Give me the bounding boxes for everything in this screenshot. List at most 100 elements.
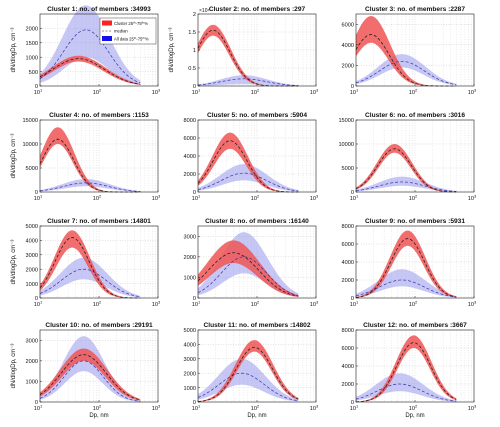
subplot-12: 0 2000 4000 6000 8000 101 102 103 Cluster 12: no… [342,322,477,419]
y-tick-label: 2000 [184,172,196,178]
legend-median-label: median [114,29,128,34]
subplot-6: 0 5000 10000 15000 101 102 103 Cluster 6: no. o… [338,112,477,202]
cluster-band [40,230,141,298]
y-tick-label: 0 [351,400,354,406]
subplot-title: Cluster 10: no. of members :29191 [45,322,153,329]
x-tick-label: 102 [93,404,102,413]
x-tick-label: 102 [251,194,260,203]
y-tick-label: 1000 [26,380,38,386]
cluster-median-line [197,140,299,193]
y-tick-label: 0 [193,296,196,302]
y-tick-label: 0 [35,84,38,90]
y-tick-label: 0 [193,400,196,406]
x-tick-label: 103 [468,194,477,203]
x-tick-label: 102 [93,194,102,203]
x-tick-label: 103 [468,404,477,413]
all-data-band [198,164,299,192]
x-tick-label: 103 [152,300,161,309]
y-axis-label: dN/dlogDp, cm⁻³ [11,344,17,389]
cluster-band [40,127,141,192]
y-tick-label: 500 [29,70,38,76]
all-data-median-line [39,268,141,298]
all-data-band [356,373,457,402]
y-tick-label: 0 [193,84,196,90]
y-tick-label: 6000 [342,22,354,28]
legend-all-swatch [102,36,112,41]
y-tick-label: 3000 [26,338,38,344]
y-tick-label: 4000 [26,239,38,245]
y-tick-label: 4000 [342,364,354,370]
y-tick-label: 0 [351,190,354,196]
subplot-title: Cluster 9: no. of members :5931 [365,218,465,225]
x-tick-label: 101 [192,404,201,413]
y-tick-label: 0 [35,400,38,406]
cluster-median-line [39,58,141,85]
x-tick-label: 102 [251,300,260,309]
y-axis-label: dN/dlogDp, cm⁻³ [11,240,17,285]
subplot-11: 0 1000 2000 3000 4000 5000 101 102 103 Cluster 11… [184,322,319,419]
y-tick-label: 3000 [26,253,38,259]
y-tick-label: 0 [351,84,354,90]
cluster-band [198,24,299,86]
x-tick-label: 101 [350,194,359,203]
y-tick-label: 0 [35,296,38,302]
x-tick-label: 103 [310,300,319,309]
all-data-median-line [197,172,299,192]
cluster-band [356,16,457,87]
subplot-title: Cluster 8: no. of members :16140 [205,218,309,225]
x-tick-label: 101 [192,300,201,309]
y-tick-label: 2000 [26,27,38,33]
x-tick-label: 103 [310,88,319,97]
y-tick-label: 4000 [342,260,354,266]
y-axis-label: dN/dlogDp, cm⁻³ [169,28,175,73]
cluster-band [198,240,299,297]
subplot-3: 0 2000 4000 6000 101 102 103 Cluster 3: no. of … [342,6,477,96]
x-tick-label: 101 [192,88,201,97]
y-tick-label: 0 [35,190,38,196]
y-tick-label: 1000 [26,55,38,61]
x-tick-label: 101 [350,404,359,413]
cluster-median-line [355,342,457,403]
x-axis-label: Dp, nm [405,413,424,419]
all-data-median-line [197,256,299,297]
y-axis-label: dN/dlogDp, cm⁻³ [11,28,17,73]
y-tick-label: 2000 [342,64,354,70]
x-tick-label: 101 [350,88,359,97]
y-tick-label: 2000 [26,267,38,273]
cluster-band [40,55,141,85]
all-data-median-line [355,60,457,85]
subplot-title: Cluster 12: no. of members :3667 [363,322,467,329]
cluster-median-line [39,138,141,193]
x-tick-label: 103 [468,300,477,309]
subplot-title: Cluster 3: no. of members :2287 [365,6,465,13]
y-tick-label: 3000 [184,234,196,240]
x-tick-label: 102 [409,404,418,413]
subplot-10: 0 1000 2000 3000 101 102 103 Cluster 10: no. of… [11,322,161,419]
y-tick-label: 3000 [184,357,196,363]
x-tick-label: 103 [152,88,161,97]
x-tick-label: 103 [468,88,477,97]
legend-cluster-swatch [102,20,112,26]
x-tick-label: 101 [34,88,43,97]
all-data-median-line [197,372,299,402]
cluster-band [198,132,299,192]
y-tick-label: 2000 [342,382,354,388]
cluster-median-line [39,354,141,401]
y-tick-label: 4000 [184,343,196,349]
subplot-5: 0 2000 4000 6000 8000 101 102 103 Cluster 5: no.… [184,112,319,202]
subplot-title: Cluster 2: no. of members :297 [209,6,306,13]
subplot-4: 0 5000 10000 15000 101 102 103 Cluster 4: no. o… [11,112,161,202]
all-data-median-line [39,29,141,84]
cluster-band [198,340,299,402]
all-data-median-line [355,383,457,402]
y-tick-label: 10000 [22,142,38,148]
y-tick-label: 6000 [184,136,196,142]
x-tick-label: 102 [409,88,418,97]
subplot-2: 0 0.5 1 1.5 2 101 102 103 ×10⁴ Cluster 2: no. of … [169,6,319,96]
x-tick-label: 101 [192,194,201,203]
x-tick-label: 101 [34,300,43,309]
subplot-title: Cluster 4: no. of members :1153 [49,112,149,119]
y-multiplier: ×10⁴ [199,8,210,14]
